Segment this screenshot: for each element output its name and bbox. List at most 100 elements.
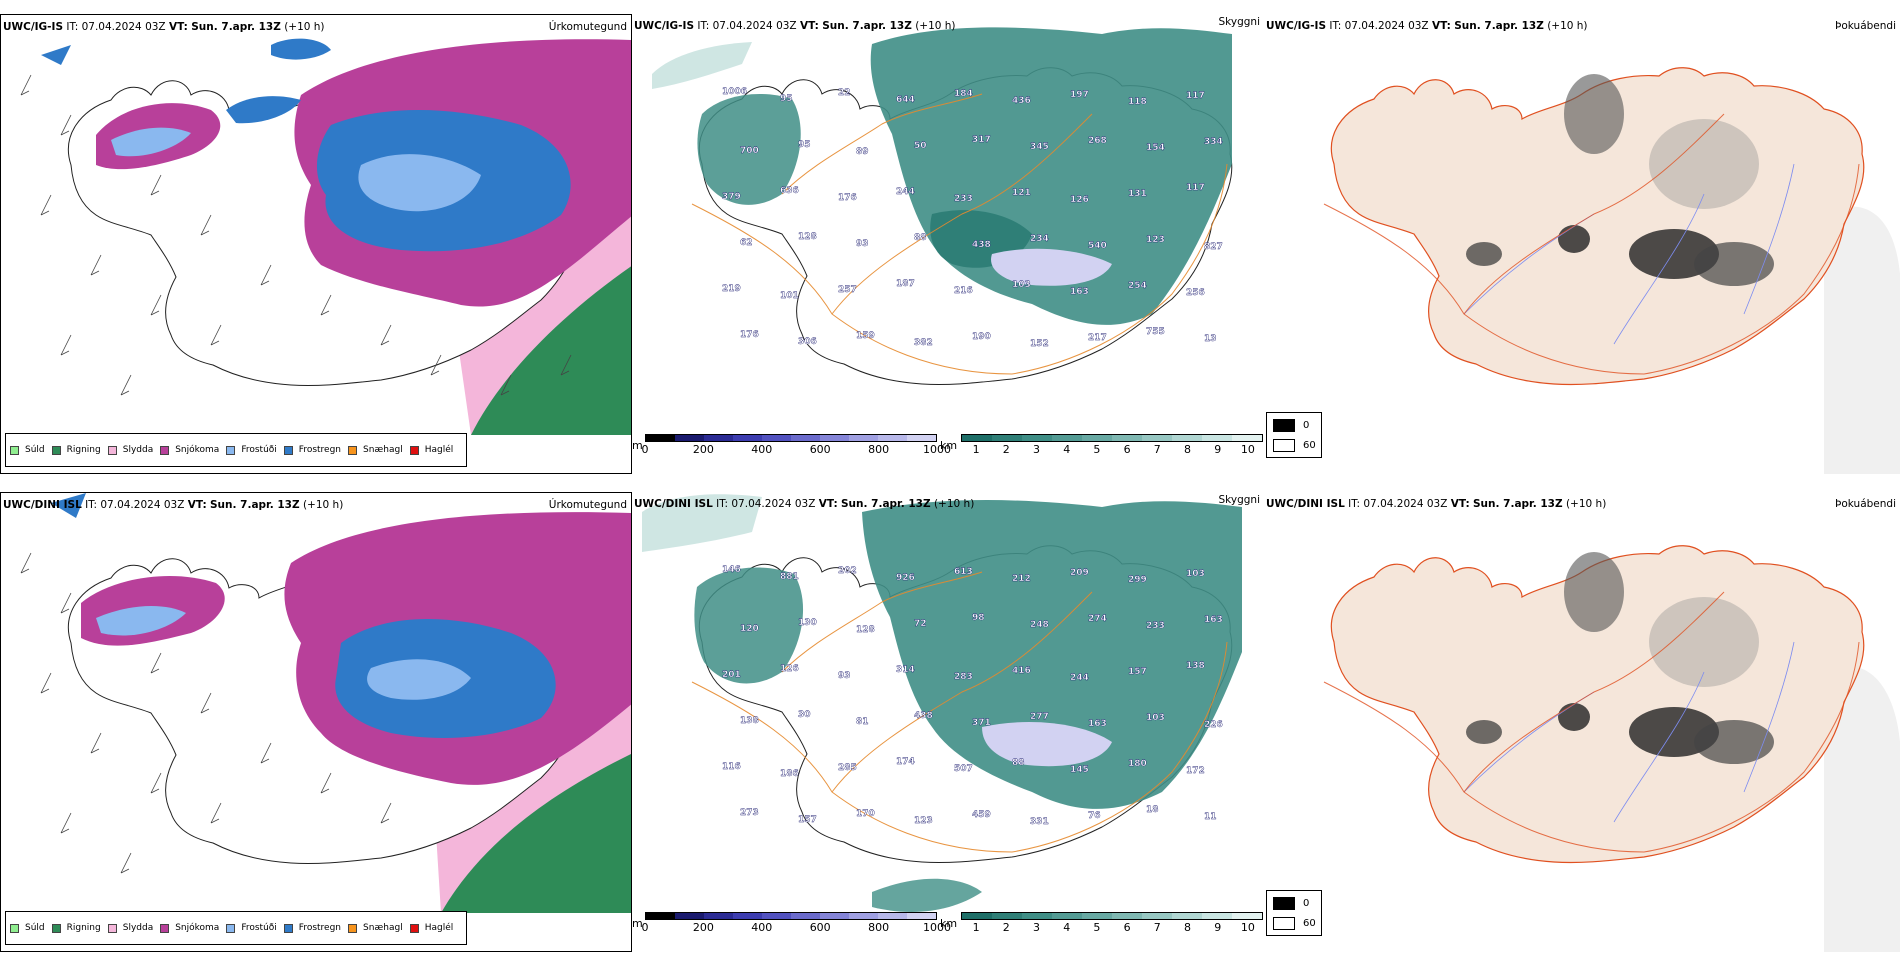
legend-swatch (10, 923, 19, 933)
fog-legend-label: 0 (1303, 420, 1310, 431)
panel-header: UWC/IG-IS IT: 07.04.2024 03Z VT: Sun. 7.… (3, 21, 325, 33)
elevation-label: 121 (1012, 188, 1031, 198)
elevation-label: 88 (914, 233, 927, 243)
elevation-label: 138 (740, 716, 759, 726)
elevation-label: 126 (1070, 195, 1089, 205)
elevation-label: 317 (972, 135, 991, 145)
elevation-label: 62 (740, 238, 753, 248)
elevation-label: 120 (740, 624, 759, 634)
elevation-colorbar: 0 200 400 600 800 1000 (642, 912, 951, 942)
lead-time: (+10 h) (1547, 20, 1588, 32)
legend-label: Slydda (122, 923, 154, 933)
colorbar-segment (820, 435, 849, 441)
lead-time: (+10 h) (933, 498, 975, 510)
elevation-label: 170 (856, 809, 875, 819)
legend-item: Snæhagl (348, 923, 403, 933)
legend-item: Snæhagl (348, 445, 403, 455)
elevation-label: 116 (722, 762, 741, 772)
colorbar-segment (1232, 435, 1262, 441)
legend-label: Haglél (424, 445, 454, 455)
colorbar-segment (1082, 913, 1112, 919)
colorbar-segment (849, 435, 878, 441)
elevation-label: 101 (780, 291, 799, 301)
elevation-label: 157 (1128, 667, 1147, 677)
elevation-label: 145 (1070, 765, 1089, 775)
colorbar-tick-label: 2 (1002, 443, 1010, 456)
precip-map-top (1, 15, 632, 474)
elevation-label: 256 (1186, 288, 1205, 298)
colorbar-segment (878, 435, 907, 441)
elevation-label: 176 (740, 330, 759, 340)
colorbar-segment (791, 913, 820, 919)
fog-legend-label: 0 (1303, 898, 1310, 909)
elevation-label: 1006 (722, 87, 747, 97)
fog-legend-swatch (1273, 439, 1295, 452)
precip-type-panel-bottom: UWC/DINI ISL IT: 07.04.2024 03Z VT: Sun.… (0, 492, 632, 952)
vt-label: VT: (187, 499, 207, 511)
fog-legend-label: 60 (1303, 440, 1316, 451)
elevation-label: 126 (780, 664, 799, 674)
valid-time: Sun. 7.apr. 13Z (191, 21, 281, 33)
colorbar-segment (1052, 913, 1082, 919)
elevation-label: 216 (954, 286, 973, 296)
colorbar-tick-label: 3 (1033, 921, 1040, 934)
elevation-label: 212 (1012, 574, 1031, 584)
elevation-label: 285 (838, 763, 857, 773)
colorbar-segment (733, 913, 762, 919)
elevation-label: 128 (856, 625, 875, 635)
elevation-label: 345 (1030, 142, 1049, 152)
colorbar-tick-label: 1 (972, 921, 980, 934)
colorbar-segment (1082, 435, 1112, 441)
colorbar-tick-label: 6 (1123, 443, 1131, 456)
elevation-label: 176 (838, 193, 857, 203)
vt-label: VT: (818, 498, 838, 510)
visibility-colorbar: 1 2 3 4 5 6 7 8 9 10 (961, 434, 1263, 464)
elevation-label: 257 (838, 285, 857, 295)
colorbar-tick-label: 200 (692, 443, 714, 456)
model-name: UWC/DINI ISL (3, 499, 82, 511)
panel-title: Skyggni (1218, 16, 1261, 28)
init-time: 07.04.2024 03Z (100, 499, 185, 511)
colorbar-tick-label: 5 (1093, 443, 1101, 456)
legend-label: Rigning (66, 445, 101, 455)
colorbar-tick-label: 8 (1184, 921, 1191, 934)
legend-label: Súld (25, 923, 45, 933)
elevation-label: 118 (1128, 97, 1147, 107)
vt-label: VT: (168, 21, 188, 33)
legend-item: Haglél (409, 445, 454, 455)
elevation-label: 201 (722, 670, 741, 680)
elevation-label: 202 (838, 566, 857, 576)
elevation-label: 30 (798, 710, 811, 720)
fog-legend-label: 60 (1303, 918, 1316, 929)
visibility-panel-bottom: 146 881 202 926 613 212 209 299 103 120 130 128 72 98… (632, 492, 1264, 952)
elevation-label: 22 (838, 88, 851, 98)
legend-swatch (160, 445, 170, 455)
colorbar-segment (1172, 913, 1202, 919)
elevation-label: 13 (1204, 334, 1217, 344)
elevation-label: 152 (1030, 339, 1049, 349)
init-time: 07.04.2024 03Z (1363, 498, 1448, 510)
legend-label: Haglél (424, 923, 454, 933)
fog-panel-bottom: UWC/DINI ISL IT: 07.04.2024 03Z VT: Sun.… (1264, 492, 1900, 952)
valid-time: Sun. 7.apr. 13Z (841, 498, 931, 510)
visibility-unit: km (940, 917, 958, 930)
elevation-label: 507 (954, 764, 973, 774)
colorbar-tick-label: 1 (972, 443, 980, 456)
colorbar-segment (907, 913, 936, 919)
legend-item: Slydda (107, 923, 154, 933)
elevation-label: 159 (856, 331, 875, 341)
it-label: IT: (716, 498, 729, 510)
init-time: 07.04.2024 03Z (81, 21, 166, 33)
legend-item: Frostregn (283, 923, 341, 933)
legend-item: Frostúði (226, 923, 277, 933)
valid-time: Sun. 7.apr. 13Z (210, 499, 300, 511)
elevation-label: 146 (722, 565, 741, 575)
colorbar-tick-label: 7 (1153, 921, 1161, 934)
colorbar-tick-label: 10 (1240, 921, 1255, 934)
colorbar-segment (992, 913, 1022, 919)
legend-swatch (226, 445, 236, 455)
elevation-label: 172 (1186, 766, 1205, 776)
elevation-label: 331 (1030, 817, 1049, 827)
fog-panel-top: UWC/IG-IS IT: 07.04.2024 03Z VT: Sun. 7.… (1264, 14, 1900, 474)
legend-item: Snjókoma (160, 445, 219, 455)
